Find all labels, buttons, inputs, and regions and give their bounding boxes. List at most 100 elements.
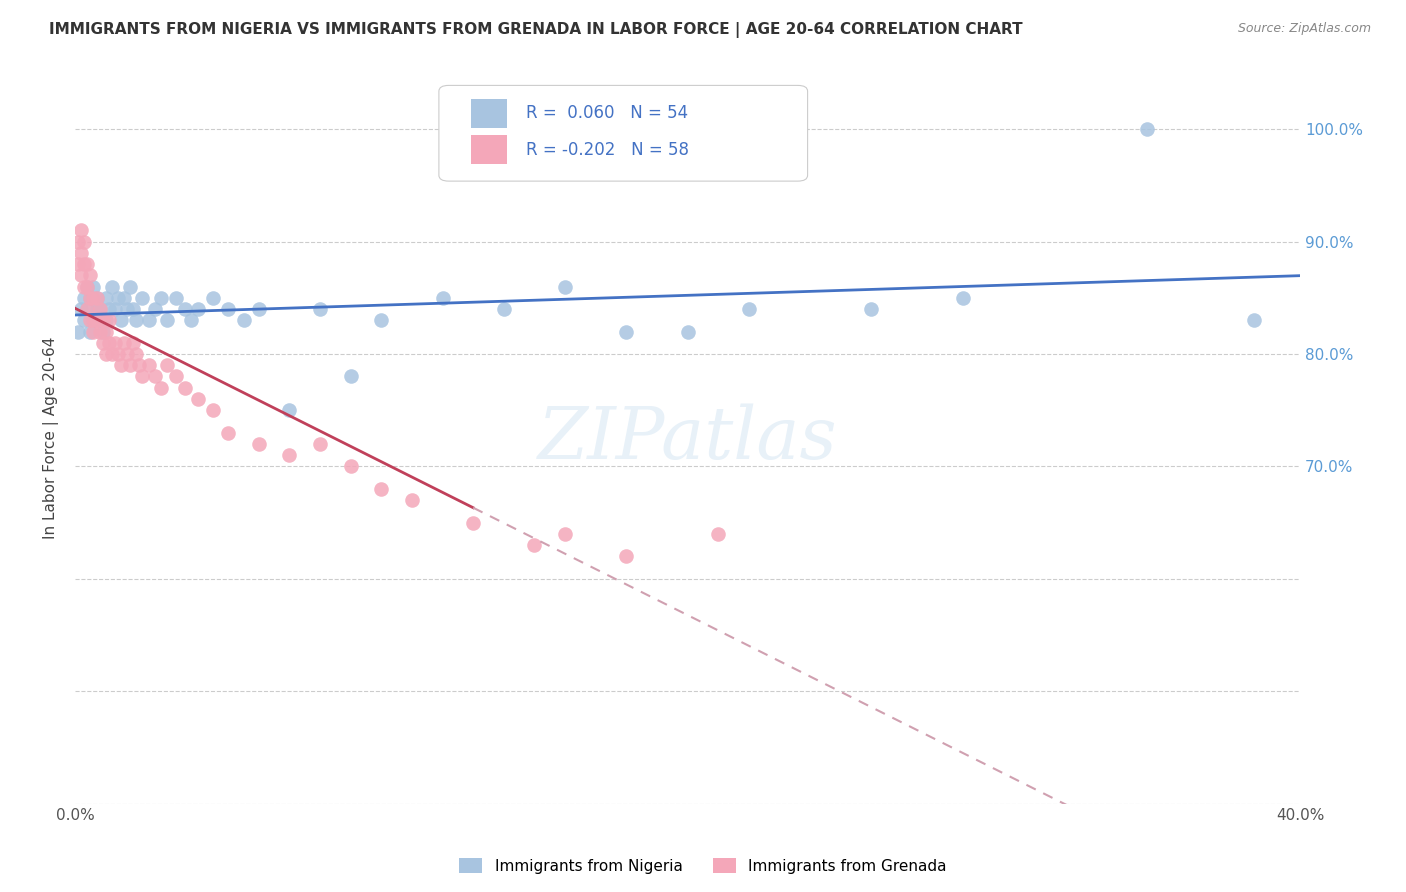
Point (86, 291, 108, 305)
Point (76, 301, 98, 316)
Point (94, 325, 117, 339)
Point (107, 347, 129, 361)
Legend: Immigrants from Nigeria, Immigrants from Grenada: Immigrants from Nigeria, Immigrants from… (453, 852, 953, 880)
Point (370, 313, 392, 327)
Point (952, 291, 974, 305)
Point (554, 279, 576, 293)
Point (1136, 122, 1159, 136)
Point (247, 437, 270, 451)
Point (73, 291, 96, 305)
Point (97, 301, 120, 316)
Text: Source: ZipAtlas.com: Source: ZipAtlas.com (1237, 22, 1371, 36)
Point (73, 279, 96, 293)
Point (67, 257, 90, 271)
Point (73, 313, 96, 327)
Point (201, 403, 224, 417)
Point (339, 369, 361, 384)
Point (79, 325, 101, 339)
Point (247, 301, 270, 316)
Point (112, 291, 135, 305)
Point (104, 301, 127, 316)
Point (82, 291, 104, 305)
Point (860, 301, 883, 316)
Point (217, 425, 239, 440)
Point (70, 245, 93, 260)
Point (143, 301, 166, 316)
Point (89, 301, 111, 316)
Point (67, 235, 90, 249)
Point (165, 291, 187, 305)
Point (76, 279, 98, 293)
Point (104, 335, 127, 350)
Point (156, 313, 179, 327)
Point (125, 347, 148, 361)
Point (97, 313, 120, 327)
Point (187, 392, 209, 406)
Point (232, 313, 254, 327)
Point (201, 291, 224, 305)
Point (120, 279, 142, 293)
Point (70, 301, 93, 316)
Point (112, 335, 135, 350)
Point (738, 301, 761, 316)
Point (82, 313, 104, 327)
Point (149, 381, 172, 395)
Point (97, 335, 120, 350)
Point (86, 291, 108, 305)
Point (82, 313, 104, 327)
Point (101, 279, 124, 293)
FancyBboxPatch shape (439, 86, 807, 181)
Point (614, 549, 637, 564)
Point (79, 291, 101, 305)
Point (122, 301, 145, 316)
Point (676, 325, 699, 339)
Text: R = -0.202   N = 58: R = -0.202 N = 58 (526, 141, 689, 159)
Point (70, 268, 93, 283)
Point (614, 325, 637, 339)
Point (76, 279, 98, 293)
FancyBboxPatch shape (471, 98, 508, 128)
Point (110, 358, 132, 372)
Point (91, 313, 114, 327)
Text: IMMIGRANTS FROM NIGERIA VS IMMIGRANTS FROM GRENADA IN LABOR FORCE | AGE 20-64 CO: IMMIGRANTS FROM NIGERIA VS IMMIGRANTS FR… (49, 22, 1022, 38)
Text: ZIPatlas: ZIPatlas (537, 403, 838, 474)
Point (122, 335, 145, 350)
Point (1243, 313, 1265, 327)
Point (89, 313, 111, 327)
Point (174, 381, 197, 395)
Point (115, 301, 138, 316)
Point (523, 538, 546, 552)
Point (278, 403, 301, 417)
Point (174, 301, 197, 316)
Text: R =  0.060   N = 54: R = 0.060 N = 54 (526, 104, 688, 122)
Point (278, 448, 301, 462)
Point (149, 291, 172, 305)
Point (165, 369, 187, 384)
Point (76, 301, 98, 316)
Point (89, 301, 111, 316)
Point (79, 291, 101, 305)
Point (309, 437, 332, 451)
Point (76, 257, 98, 271)
Point (82, 325, 104, 339)
Point (554, 526, 576, 541)
Point (73, 257, 96, 271)
Point (217, 301, 239, 316)
Point (70, 223, 93, 237)
Point (115, 347, 138, 361)
Point (73, 235, 96, 249)
Point (125, 313, 148, 327)
Point (86, 313, 108, 327)
Point (67, 325, 90, 339)
Point (82, 279, 104, 293)
Point (86, 301, 108, 316)
Point (432, 291, 454, 305)
Point (131, 369, 153, 384)
Point (94, 291, 117, 305)
Point (107, 291, 129, 305)
Point (339, 459, 361, 474)
Point (492, 301, 515, 316)
Point (138, 313, 160, 327)
Point (138, 358, 160, 372)
Point (79, 313, 101, 327)
